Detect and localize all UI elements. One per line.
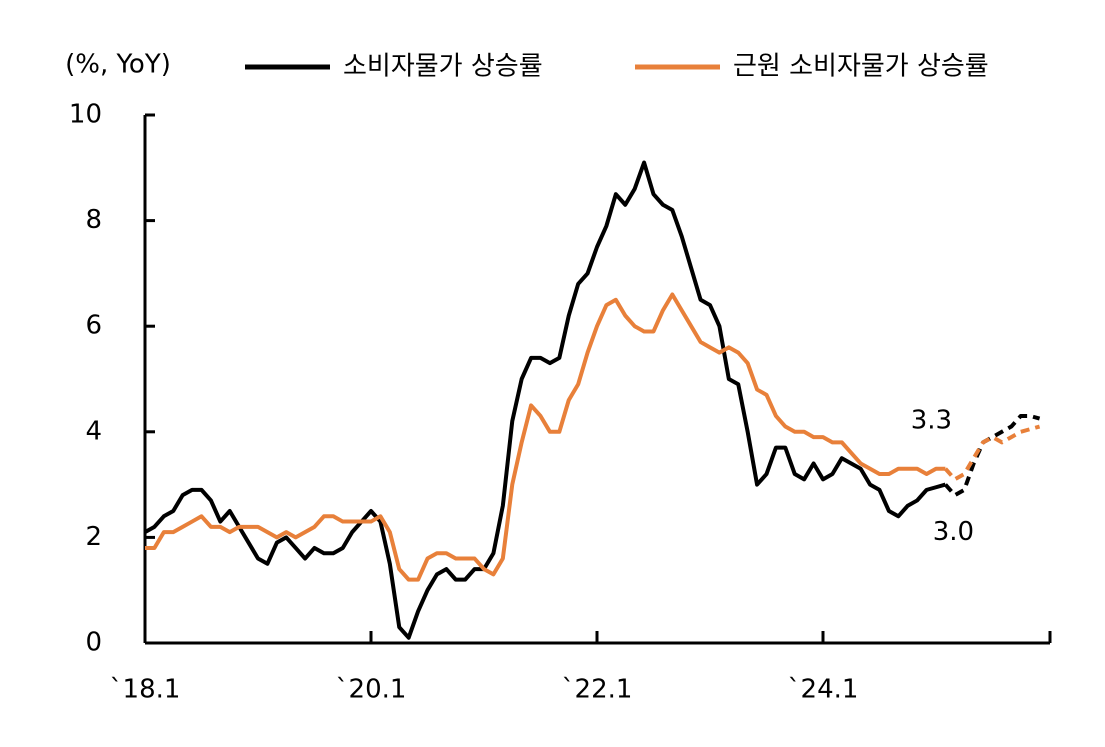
forecast-line bbox=[943, 413, 1041, 498]
y-tick-label: 6 bbox=[85, 311, 102, 341]
legend-label: 근원 소비자물가 상승률 bbox=[733, 52, 989, 82]
x-tick-label: `24.1 bbox=[788, 675, 859, 705]
value-label: 3.3 bbox=[911, 405, 952, 435]
series-line bbox=[144, 160, 946, 640]
y-tick-label: 10 bbox=[69, 100, 102, 130]
y-tick-label: 8 bbox=[85, 205, 102, 235]
value-label: 3.0 bbox=[933, 517, 974, 547]
y-axis-label: (%, YoY) bbox=[65, 50, 171, 80]
x-tick-label: `18.1 bbox=[110, 675, 181, 705]
series-line bbox=[145, 292, 946, 582]
x-tick-label: `20.1 bbox=[336, 675, 407, 705]
y-tick-label: 4 bbox=[85, 416, 102, 446]
y-tick-label: 2 bbox=[85, 522, 102, 552]
forecast-line bbox=[943, 424, 1041, 482]
legend-label: 소비자물가 상승률 bbox=[343, 52, 543, 82]
y-tick-label: 0 bbox=[85, 628, 102, 658]
x-tick-label: `22.1 bbox=[562, 675, 633, 705]
